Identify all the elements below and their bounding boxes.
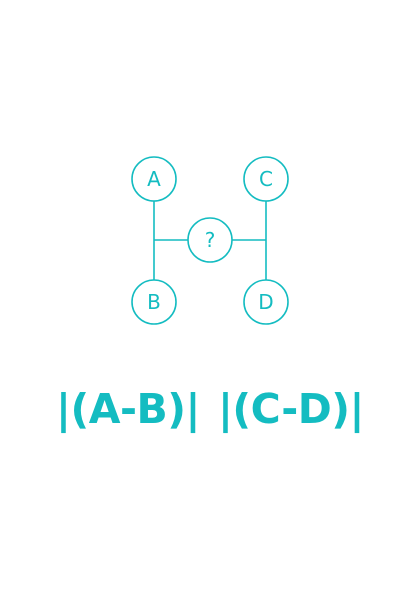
node-center-label: ? (205, 228, 216, 252)
node-b: B (131, 279, 177, 325)
node-b-label: B (147, 290, 161, 314)
node-d-label: D (258, 290, 273, 314)
node-center: ? (187, 217, 233, 263)
node-d-circle (243, 279, 289, 325)
node-d: D (243, 279, 289, 325)
node-center-circle (187, 217, 233, 263)
formula-left: |(A-B)| (56, 385, 200, 433)
node-a-label: A (147, 167, 161, 191)
node-c: C (243, 156, 289, 202)
node-a: A (131, 156, 177, 202)
node-c-circle (243, 156, 289, 202)
node-a-circle (131, 156, 177, 202)
node-c-label: C (259, 167, 273, 191)
formula: |(A-B)| |(C-D)| (0, 385, 420, 433)
node-b-circle (131, 279, 177, 325)
formula-right: |(C-D)| (217, 385, 365, 433)
